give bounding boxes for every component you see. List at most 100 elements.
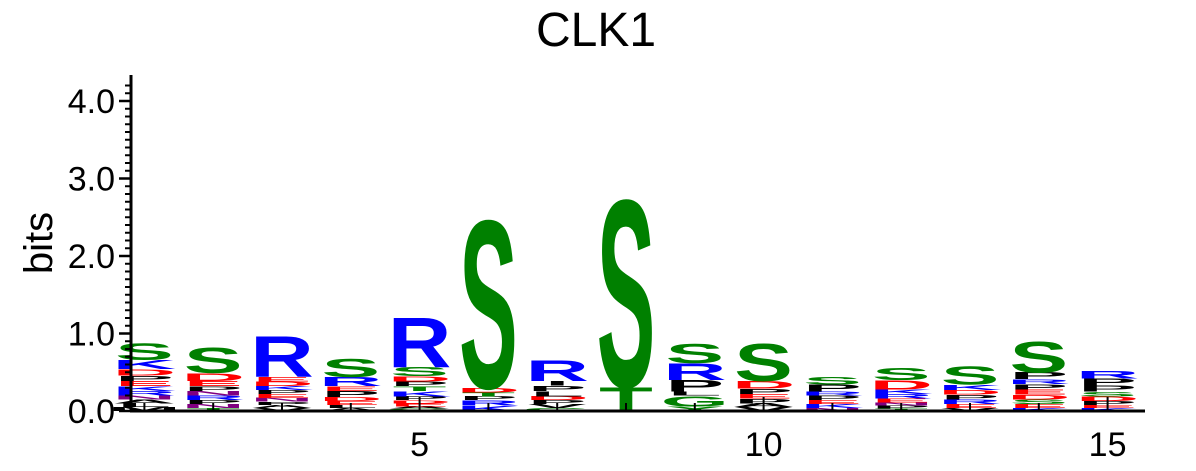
logo-letter: R xyxy=(250,324,313,390)
logo-letter: S xyxy=(803,375,862,387)
y-tick-label: 0.0 xyxy=(68,393,115,431)
logo-letter: K xyxy=(938,383,1001,391)
logo-letter: P xyxy=(1009,383,1068,391)
logo-column-1: MLANRKEPDKS xyxy=(108,338,181,412)
logo-letter: D xyxy=(525,395,588,401)
logo-letter: P xyxy=(184,399,243,405)
logo-letter: S xyxy=(184,341,243,381)
logo-letter: S xyxy=(459,171,518,439)
logo-letter: P xyxy=(528,399,587,405)
logo-letter: G xyxy=(661,393,729,410)
logo-letter-stacks: MLANRKEPDKSTNPRNPEDSVAPNEPKDERALEDPERSGA… xyxy=(108,146,1140,444)
logo-letter: S xyxy=(941,361,1000,390)
logo-letter: E xyxy=(734,393,793,400)
logo-letter: P xyxy=(1078,384,1137,394)
logo-column-2: TNPRNPEDS xyxy=(181,341,244,412)
chart-axes: 0.0 1.0 2.0 3.0 4.0 5 10 15 xyxy=(68,75,1145,464)
chart-title: CLK1 xyxy=(536,4,656,57)
logo-column-14: KESDEPRPS xyxy=(1007,332,1071,412)
logo-letter: R xyxy=(181,394,244,401)
logo-letter: N xyxy=(113,395,176,401)
logo-letter: S xyxy=(1009,398,1068,405)
logo-letter: E xyxy=(803,399,862,405)
logo-letter: S xyxy=(665,337,724,369)
logo-letter: R xyxy=(869,393,932,400)
logo-letter: D xyxy=(250,380,313,387)
logo-letter: D xyxy=(181,371,244,383)
logo-column-6: KRPTDS xyxy=(457,171,520,439)
logo-letter: K xyxy=(869,388,932,395)
logo-letter: R xyxy=(1076,369,1139,381)
logo-letter: P xyxy=(1009,370,1068,381)
logo-letter: P xyxy=(390,380,449,387)
y-axis-label: bits xyxy=(17,212,61,274)
logo-letter: E xyxy=(253,376,312,383)
logo-letter: R xyxy=(938,398,1001,405)
logo-letter: D xyxy=(938,389,1001,396)
logo-letter: S xyxy=(115,338,174,365)
logo-letter: T xyxy=(462,391,516,397)
logo-letter: D xyxy=(732,379,795,391)
logo-letter: P xyxy=(459,395,518,401)
logo-letter: R xyxy=(388,302,451,382)
y-tick-label: 1.0 xyxy=(68,316,115,354)
logo-letter: D xyxy=(1007,394,1070,401)
logo-column-5: GAEDPKTPDSR xyxy=(385,302,453,412)
logo-letter: E xyxy=(321,385,380,392)
logo-letter: D xyxy=(869,378,932,392)
logo-letter: R xyxy=(1007,378,1070,385)
logo-letter: R xyxy=(801,391,864,397)
y-tick-label: 3.0 xyxy=(68,161,115,199)
logo-letter: D xyxy=(457,387,520,394)
logo-letter: I xyxy=(545,380,569,387)
logo-letter: P xyxy=(734,387,793,395)
logo-letter: R xyxy=(319,375,382,389)
logo-letter: P xyxy=(1078,377,1137,388)
logo-letter: D xyxy=(319,396,382,402)
y-tick-label: 4.0 xyxy=(68,83,115,121)
logo-letter: P xyxy=(321,389,380,399)
logo-letter: S xyxy=(872,365,931,384)
logo-letter: S xyxy=(321,353,380,382)
logo-letter: D xyxy=(388,375,451,383)
logo-letter: L xyxy=(530,390,584,398)
logo-letter: E xyxy=(184,380,243,388)
y-tick-label: 2.0 xyxy=(68,238,115,276)
logo-letter: P xyxy=(528,384,587,392)
logo-letter: N xyxy=(250,397,313,403)
logo-letter: E xyxy=(1009,388,1068,396)
logo-letter: T xyxy=(393,385,447,392)
logo-letter: P xyxy=(941,394,1000,401)
logo-letter: S xyxy=(390,365,449,379)
logo-column-9: YGLPRS xyxy=(661,337,729,412)
logo-letter: R xyxy=(113,390,176,397)
logo-letter: K xyxy=(250,385,314,391)
logo-letter: P xyxy=(253,389,312,395)
logo-letter: S xyxy=(734,333,793,393)
logo-letter: E xyxy=(872,398,931,404)
logo-letter: E xyxy=(253,393,312,399)
logo-letter: S xyxy=(597,146,656,444)
logo-letter: R xyxy=(525,354,588,387)
logo-letter: P xyxy=(184,385,243,392)
logo-letter: R xyxy=(663,359,726,386)
logo-letter: P xyxy=(115,374,174,382)
logo-letter: E xyxy=(115,380,174,388)
logo-letter: S xyxy=(1009,332,1068,382)
logo-column-8: TS xyxy=(597,146,656,444)
logo-letter: S xyxy=(1078,391,1137,398)
logo-letter: P xyxy=(803,394,862,401)
logo-column-3: VAPNEPKDER xyxy=(250,324,314,412)
logo-letter: K xyxy=(388,390,451,398)
logo-letter: A xyxy=(113,398,176,404)
logo-letter: K xyxy=(113,358,176,372)
logo-letter: N xyxy=(181,390,244,397)
logo-letter: L xyxy=(668,391,722,397)
logo-letter: P xyxy=(803,383,862,394)
x-tick-label: 10 xyxy=(745,426,783,464)
x-tick-label: 5 xyxy=(410,426,429,464)
logo-letter: K xyxy=(113,385,176,392)
logo-letter: D xyxy=(113,368,176,378)
x-tick-label: 15 xyxy=(1089,426,1127,464)
